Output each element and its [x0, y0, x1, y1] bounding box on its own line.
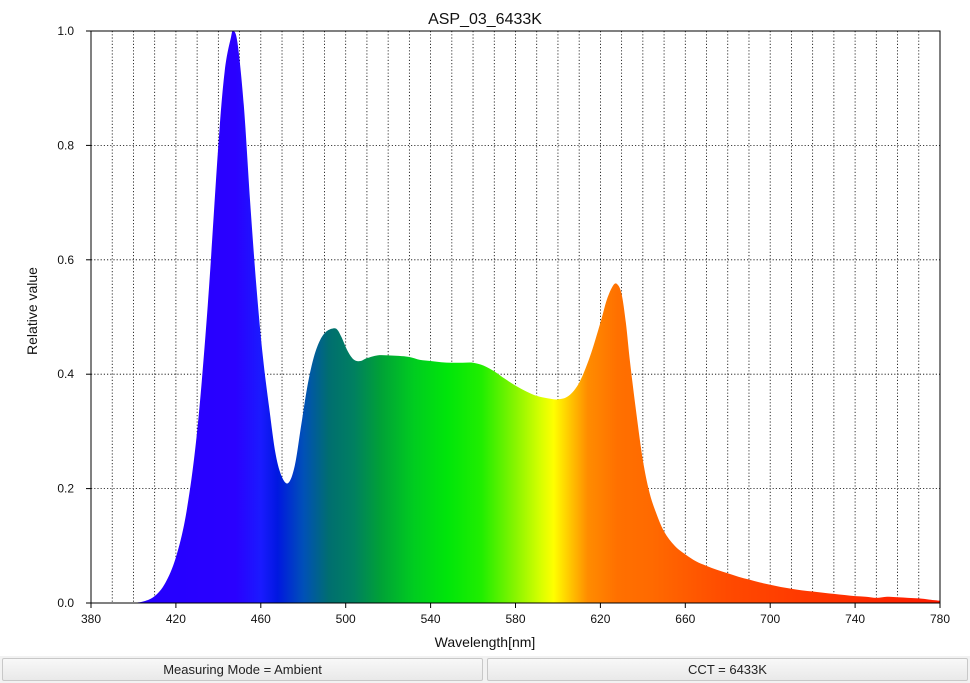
y-tick-label: 0.4	[57, 367, 74, 381]
x-tick-label: 700	[760, 612, 780, 626]
y-tick-label: 1.0	[57, 24, 74, 38]
y-axis-ticks: 0.0 0.2 0.4 0.6 0.8 1.0	[57, 24, 91, 610]
y-tick-label: 0.0	[57, 596, 74, 610]
x-tick-label: 780	[930, 612, 950, 626]
x-tick-label: 420	[166, 612, 186, 626]
y-tick-label: 0.6	[57, 253, 74, 267]
x-tick-label: 740	[845, 612, 865, 626]
x-axis-ticks: 380 420 460 500 540 580 620 660 700 740 780	[81, 603, 950, 626]
x-tick-label: 540	[421, 612, 441, 626]
y-axis-label: Relative value	[24, 267, 40, 355]
x-tick-label: 660	[675, 612, 695, 626]
cct-status: CCT = 6433K	[487, 658, 968, 681]
spectrum-chart: 380 420 460 500 540 580 620 660 700 740 780 0.0 0.2…	[24, 11, 951, 650]
chart-title: ASP_03_6433K	[428, 11, 542, 28]
x-axis-label: Wavelength[nm]	[435, 634, 536, 650]
x-tick-label: 380	[81, 612, 101, 626]
x-tick-label: 500	[336, 612, 356, 626]
x-tick-label: 460	[251, 612, 271, 626]
x-tick-label: 620	[590, 612, 610, 626]
measuring-mode-status: Measuring Mode = Ambient	[2, 658, 483, 681]
y-tick-label: 0.2	[57, 482, 74, 496]
y-tick-label: 0.8	[57, 138, 74, 152]
x-tick-label: 580	[505, 612, 525, 626]
spectrum-area	[133, 30, 940, 603]
status-bar: Measuring Mode = Ambient CCT = 6433K	[0, 656, 970, 683]
